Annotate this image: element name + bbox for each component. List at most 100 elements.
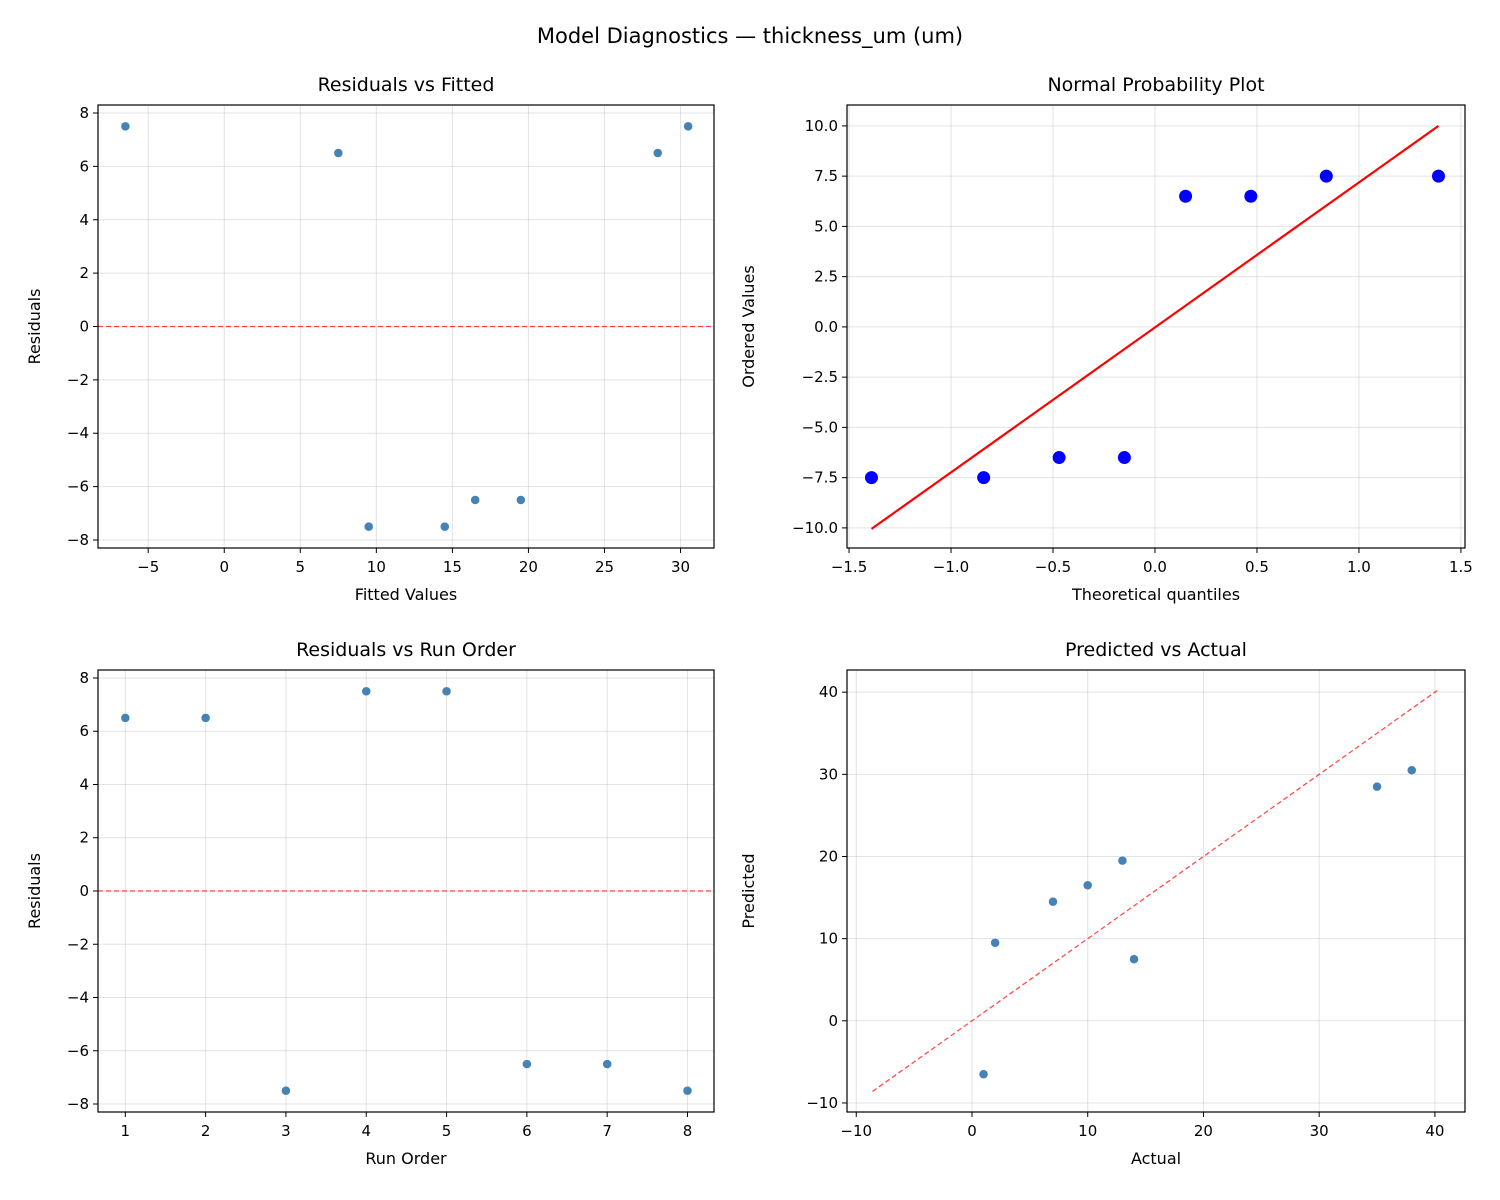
x-tick-label: 40 (1425, 1122, 1444, 1140)
x-tick-label: 6 (522, 1122, 532, 1140)
data-point (333, 148, 344, 158)
y-tick-label: 2 (79, 829, 89, 847)
y-tick-label: 7.5 (814, 167, 838, 185)
data-point (361, 686, 371, 697)
y-tick-label: 6 (79, 157, 89, 175)
data-point (522, 1059, 532, 1069)
data-point (1052, 451, 1066, 465)
data-point (281, 1085, 291, 1096)
x-tick-label: 5 (442, 1122, 452, 1140)
y-tick-label: −4 (67, 989, 89, 1007)
y-tick-label: 40 (819, 683, 838, 701)
x-tick-label: 0 (967, 1122, 977, 1140)
y-axis-label: Residuals (25, 853, 44, 929)
y-tick-label: 2.5 (814, 268, 838, 286)
data-point (1431, 169, 1445, 183)
x-tick-label: 0 (219, 558, 229, 576)
y-tick-label: 8 (79, 104, 89, 122)
y-tick-label: 0.0 (814, 318, 838, 336)
data-point (1048, 896, 1058, 907)
data-point (1082, 880, 1093, 890)
axes-frame (97, 669, 715, 1113)
data-point (1244, 189, 1258, 203)
y-tick-label: 10 (819, 930, 838, 948)
data-point (1319, 169, 1333, 183)
data-point (470, 495, 480, 505)
subplot-3: 1 2 3 4 5 6 7 8 −8 −6 −4 −2 0 2 4 6 8 Residuals vs Run Or… (25, 639, 715, 1168)
y-tick-label: −10 (806, 1094, 838, 1112)
y-tick-label: 5.0 (814, 217, 838, 235)
y-tick-label: −2 (67, 371, 89, 389)
y-tick-label: 30 (819, 765, 838, 783)
data-point (1179, 189, 1193, 203)
subplot-1: −5 0 5 10 15 20 25 30 −8 −6 −4 −2 0 2 4 6 8 Residuals vs … (25, 74, 715, 604)
data-point (864, 471, 878, 485)
x-tick-label: 0.5 (1245, 558, 1269, 576)
reference-line (870, 125, 1440, 530)
x-tick-label: 20 (1194, 1122, 1213, 1140)
y-tick-label: 8 (79, 669, 89, 687)
data-point (441, 686, 452, 697)
y-axis-label: Predicted (739, 853, 758, 928)
subplot-title: Residuals vs Fitted (318, 74, 495, 96)
axes-frame (846, 669, 1466, 1113)
y-tick-label: −6 (67, 1042, 89, 1060)
y-tick-label: 6 (79, 722, 89, 740)
data-point (1117, 855, 1128, 866)
x-tick-label: 20 (519, 558, 538, 576)
x-tick-label: 5 (296, 558, 306, 576)
figure-title: Model Diagnostics — thickness_um (um) (537, 24, 963, 49)
data-point (363, 521, 374, 532)
y-tick-label: −2 (67, 935, 89, 953)
data-point (1117, 451, 1131, 465)
subplot-title: Normal Probability Plot (1047, 74, 1264, 96)
x-tick-label: 8 (683, 1122, 693, 1140)
x-tick-label: 25 (595, 558, 614, 576)
y-tick-label: −10.0 (792, 519, 838, 537)
data-point (516, 495, 526, 505)
y-tick-label: −5.0 (802, 418, 838, 436)
axes-frame (97, 104, 715, 549)
x-tick-label: 7 (602, 1122, 612, 1140)
x-tick-label: −5 (137, 558, 159, 576)
x-axis-label: Fitted Values (355, 585, 457, 604)
x-tick-label: 10 (1078, 1122, 1097, 1140)
y-tick-label: 4 (79, 775, 89, 793)
x-tick-label: 30 (1310, 1122, 1329, 1140)
subplot-2: −1.5 −1.0 −0.5 0.0 0.5 1.0 1.5 −10.0 −7.5 −5.0 −2.… (739, 74, 1473, 604)
y-tick-label: 0 (79, 318, 89, 336)
axes-frame (846, 104, 1466, 549)
data-point (1372, 781, 1382, 792)
x-tick-label: 15 (443, 558, 462, 576)
data-point (1407, 765, 1417, 775)
data-point (1129, 954, 1139, 964)
x-tick-label: −1.0 (933, 558, 969, 576)
y-tick-label: −8 (67, 531, 89, 549)
data-point (602, 1059, 612, 1069)
data-point (978, 1069, 989, 1079)
x-tick-label: 1.0 (1347, 558, 1371, 576)
data-point (990, 938, 1000, 948)
y-axis-label: Residuals (25, 289, 44, 365)
y-axis-label: Ordered Values (739, 265, 758, 387)
x-axis-label: Run Order (365, 1149, 447, 1168)
x-axis-label: Theoretical quantiles (1071, 585, 1240, 604)
y-tick-label: 2 (79, 264, 89, 282)
data-point (682, 1085, 693, 1096)
data-point (120, 121, 131, 132)
x-tick-label: 30 (671, 558, 690, 576)
y-tick-label: −4 (67, 424, 89, 442)
subplot-title: Residuals vs Run Order (296, 639, 516, 661)
data-point (200, 713, 211, 723)
y-tick-label: −6 (67, 478, 89, 496)
data-point (977, 471, 991, 485)
x-tick-label: 2 (201, 1122, 211, 1140)
x-axis-label: Actual (1131, 1149, 1181, 1168)
data-point (440, 521, 450, 532)
y-tick-label: −2.5 (802, 368, 838, 386)
y-tick-label: −7.5 (802, 469, 838, 487)
x-tick-label: 0.0 (1143, 558, 1167, 576)
y-tick-label: 0 (828, 1012, 838, 1030)
